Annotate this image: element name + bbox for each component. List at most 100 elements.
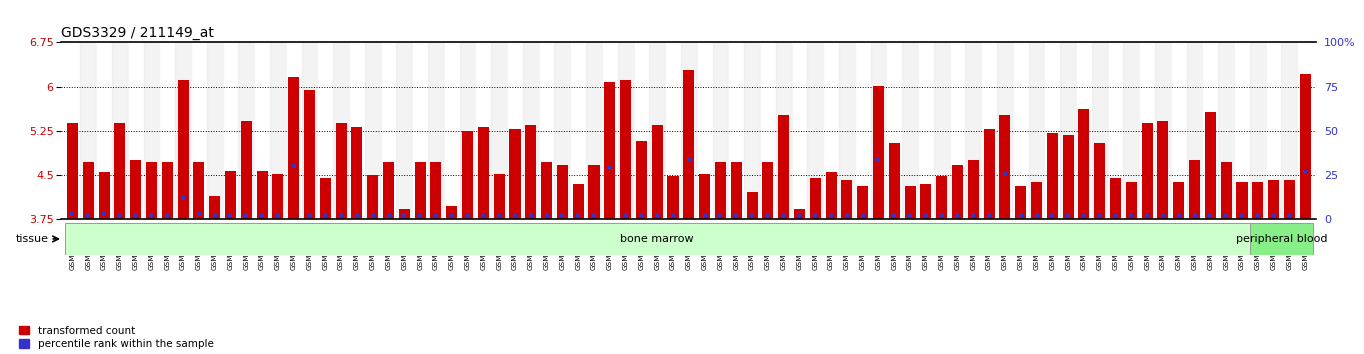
Bar [333, 42, 349, 219]
Bar [1203, 42, 1218, 219]
Bar [700, 174, 711, 219]
Bar [431, 162, 442, 219]
Point [282, 164, 304, 169]
Bar [1252, 182, 1263, 219]
Bar [652, 125, 663, 219]
Bar [1218, 42, 1234, 219]
Point [78, 212, 100, 218]
Bar [175, 42, 191, 219]
Point [315, 212, 337, 218]
Bar [604, 82, 615, 219]
Point [1009, 212, 1031, 218]
Point [678, 156, 700, 161]
Bar [194, 162, 205, 219]
Bar [428, 42, 443, 219]
Text: GDS3329 / 211149_at: GDS3329 / 211149_at [61, 26, 214, 40]
Point [109, 212, 131, 218]
Point [330, 212, 352, 218]
Bar [731, 162, 742, 219]
Point [1088, 212, 1110, 218]
Bar [1076, 42, 1091, 219]
Bar [649, 42, 666, 219]
Point [868, 156, 889, 161]
Bar [1013, 42, 1028, 219]
Point [1041, 212, 1063, 218]
Bar [443, 42, 460, 219]
Bar [842, 180, 852, 219]
Point [630, 212, 652, 218]
Point [899, 212, 921, 218]
Bar [968, 160, 979, 219]
Point [820, 212, 842, 218]
Bar [1236, 182, 1248, 219]
Bar [128, 42, 143, 219]
Bar [160, 42, 175, 219]
Point [884, 212, 906, 218]
Bar [177, 80, 188, 219]
Bar [95, 42, 112, 219]
Point [236, 212, 258, 218]
Bar [936, 176, 947, 219]
Bar [762, 162, 773, 219]
Bar [1249, 42, 1266, 219]
Bar [222, 42, 239, 219]
Point [1057, 212, 1079, 218]
Point [378, 212, 400, 218]
Text: bone marrow: bone marrow [621, 234, 694, 244]
Bar [934, 42, 949, 219]
Bar [112, 42, 128, 219]
Bar [98, 172, 109, 219]
Point [1168, 212, 1189, 218]
Point [93, 211, 115, 216]
Bar [239, 42, 254, 219]
Point [1199, 212, 1221, 218]
Bar [304, 90, 315, 219]
Bar [728, 42, 745, 219]
Point [963, 212, 985, 218]
Point [457, 212, 479, 218]
Point [915, 212, 937, 218]
Bar [349, 42, 364, 219]
Bar [983, 129, 994, 219]
Point [694, 212, 716, 218]
Bar [1282, 42, 1297, 219]
Bar [1204, 112, 1215, 219]
Bar [557, 165, 567, 219]
Bar [477, 127, 488, 219]
Point [488, 212, 510, 218]
Point [947, 212, 968, 218]
Point [1247, 212, 1269, 218]
Bar [1266, 42, 1282, 219]
Bar [491, 42, 507, 219]
Bar [887, 42, 902, 219]
Point [1105, 212, 1127, 218]
Bar [902, 42, 918, 219]
Point [757, 212, 779, 218]
Bar [509, 129, 521, 219]
Bar [1189, 160, 1200, 219]
Bar [822, 42, 839, 219]
Point [172, 195, 194, 200]
Bar [555, 42, 570, 219]
Bar [319, 178, 331, 219]
Bar [1139, 42, 1155, 219]
Bar [1142, 123, 1153, 219]
Bar [1079, 109, 1090, 219]
Bar [1094, 143, 1105, 219]
Bar [446, 206, 457, 219]
Point [1263, 212, 1285, 218]
Legend: transformed count, percentile rank within the sample: transformed count, percentile rank withi… [19, 326, 214, 349]
Point [1153, 212, 1174, 218]
Bar [839, 42, 855, 219]
Point [978, 212, 1000, 218]
Bar [777, 115, 790, 219]
Bar [570, 42, 587, 219]
Point [741, 212, 762, 218]
Bar [397, 42, 412, 219]
Point [615, 212, 637, 218]
Bar [1221, 162, 1232, 219]
Bar [352, 127, 363, 219]
Bar [398, 210, 409, 219]
Bar [667, 176, 678, 219]
Bar [254, 42, 270, 219]
